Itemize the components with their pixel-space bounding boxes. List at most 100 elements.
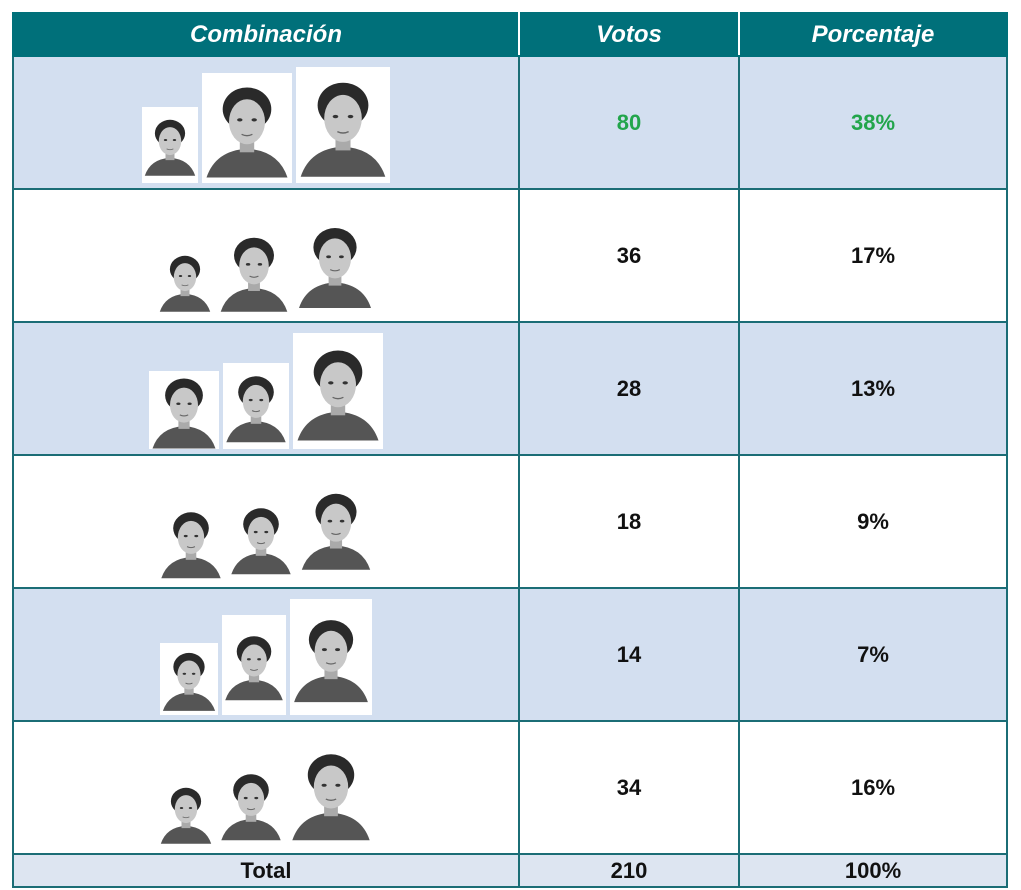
portrait-part: [231, 553, 290, 574]
portrait-part: [335, 783, 340, 786]
combination-cell: [13, 189, 519, 322]
portrait-part: [348, 114, 354, 117]
portrait-part: [335, 648, 340, 651]
portrait-part: [252, 118, 257, 121]
portrait-part: [254, 796, 258, 798]
portrait-part: [179, 274, 182, 276]
portrait-part: [343, 381, 348, 384]
percent-cell: 38%: [739, 56, 1007, 189]
portrait-part: [326, 255, 331, 258]
combination-cell: [13, 588, 519, 721]
votes-cell: 28: [519, 322, 739, 455]
portrait: [298, 474, 374, 582]
portrait-part: [183, 672, 186, 674]
percent-cell: 9%: [739, 455, 1007, 588]
portrait-part: [324, 94, 362, 141]
portraits: [14, 462, 518, 582]
portrait-part: [254, 530, 258, 532]
portrait-part: [248, 516, 274, 549]
portrait: [288, 738, 374, 848]
portrait-part: [145, 157, 195, 175]
portrait-part: [170, 387, 198, 422]
portrait-part: [189, 806, 192, 808]
header-cell: Porcentaje: [739, 13, 1007, 56]
portraits: [14, 329, 518, 449]
portrait-part: [176, 402, 180, 405]
data-row: 147%: [13, 588, 1007, 721]
header-row: Combinación Votos Porcentaje: [13, 13, 1007, 56]
portrait-part: [175, 795, 197, 823]
portrait-part: [302, 545, 370, 569]
combination-cell: [13, 455, 519, 588]
portrait-part: [207, 148, 288, 177]
percent-cell: 13%: [739, 322, 1007, 455]
combination-cell: [13, 56, 519, 189]
portrait-part: [315, 630, 348, 671]
portrait-part: [173, 138, 176, 140]
combination-cell: [13, 721, 519, 854]
portrait-part: [328, 519, 333, 522]
portrait: [290, 599, 372, 715]
portrait: [157, 246, 213, 316]
portrait-part: [239, 247, 269, 284]
portrait-part: [321, 503, 351, 541]
portrait: [223, 363, 289, 449]
portrait-part: [188, 274, 191, 276]
portrait-part: [229, 99, 265, 144]
portrait: [218, 760, 284, 848]
portrait-part: [319, 238, 351, 278]
portrait-part: [339, 255, 344, 258]
portrait-part: [153, 426, 216, 448]
portrait-part: [333, 114, 339, 117]
portrait-part: [249, 398, 253, 400]
portrait-part: [184, 534, 188, 536]
percent-cell: 7%: [739, 588, 1007, 721]
portrait: [217, 226, 291, 316]
portrait-part: [292, 812, 369, 840]
portrait-part: [159, 127, 181, 155]
votes-cell: 36: [519, 189, 739, 322]
portrait-part: [161, 557, 220, 578]
portrait-part: [258, 263, 262, 266]
portrait-part: [160, 293, 210, 311]
portrait-part: [247, 658, 251, 660]
data-row: 189%: [13, 455, 1007, 588]
portrait-part: [244, 796, 248, 798]
portrait-part: [225, 679, 283, 699]
portrait-part: [161, 825, 211, 843]
portrait: [158, 778, 214, 848]
portrait-part: [194, 534, 198, 536]
portrait-part: [328, 381, 333, 384]
portrait-part: [177, 660, 200, 689]
portrait-part: [188, 402, 192, 405]
header-cell: Votos: [519, 13, 739, 56]
portrait: [202, 73, 292, 183]
portrait-part: [299, 282, 371, 308]
votes-cell: 34: [519, 721, 739, 854]
votes-cell: 14: [519, 588, 739, 721]
portrait-part: [301, 146, 386, 176]
portrait: [142, 107, 198, 183]
portrait-part: [178, 520, 204, 553]
portrait: [160, 643, 218, 715]
portrait-part: [241, 644, 267, 676]
portrait-part: [340, 519, 345, 522]
portrait-part: [226, 421, 285, 442]
portrait-part: [192, 672, 195, 674]
percent-cell: 17%: [739, 189, 1007, 322]
portrait: [222, 615, 286, 715]
portrait-part: [322, 783, 327, 786]
portrait: [158, 502, 224, 582]
votes-cell: 18: [519, 455, 739, 588]
portrait-part: [294, 675, 368, 701]
portrait-part: [314, 765, 348, 808]
portrait-part: [237, 118, 242, 121]
portraits: [14, 196, 518, 316]
